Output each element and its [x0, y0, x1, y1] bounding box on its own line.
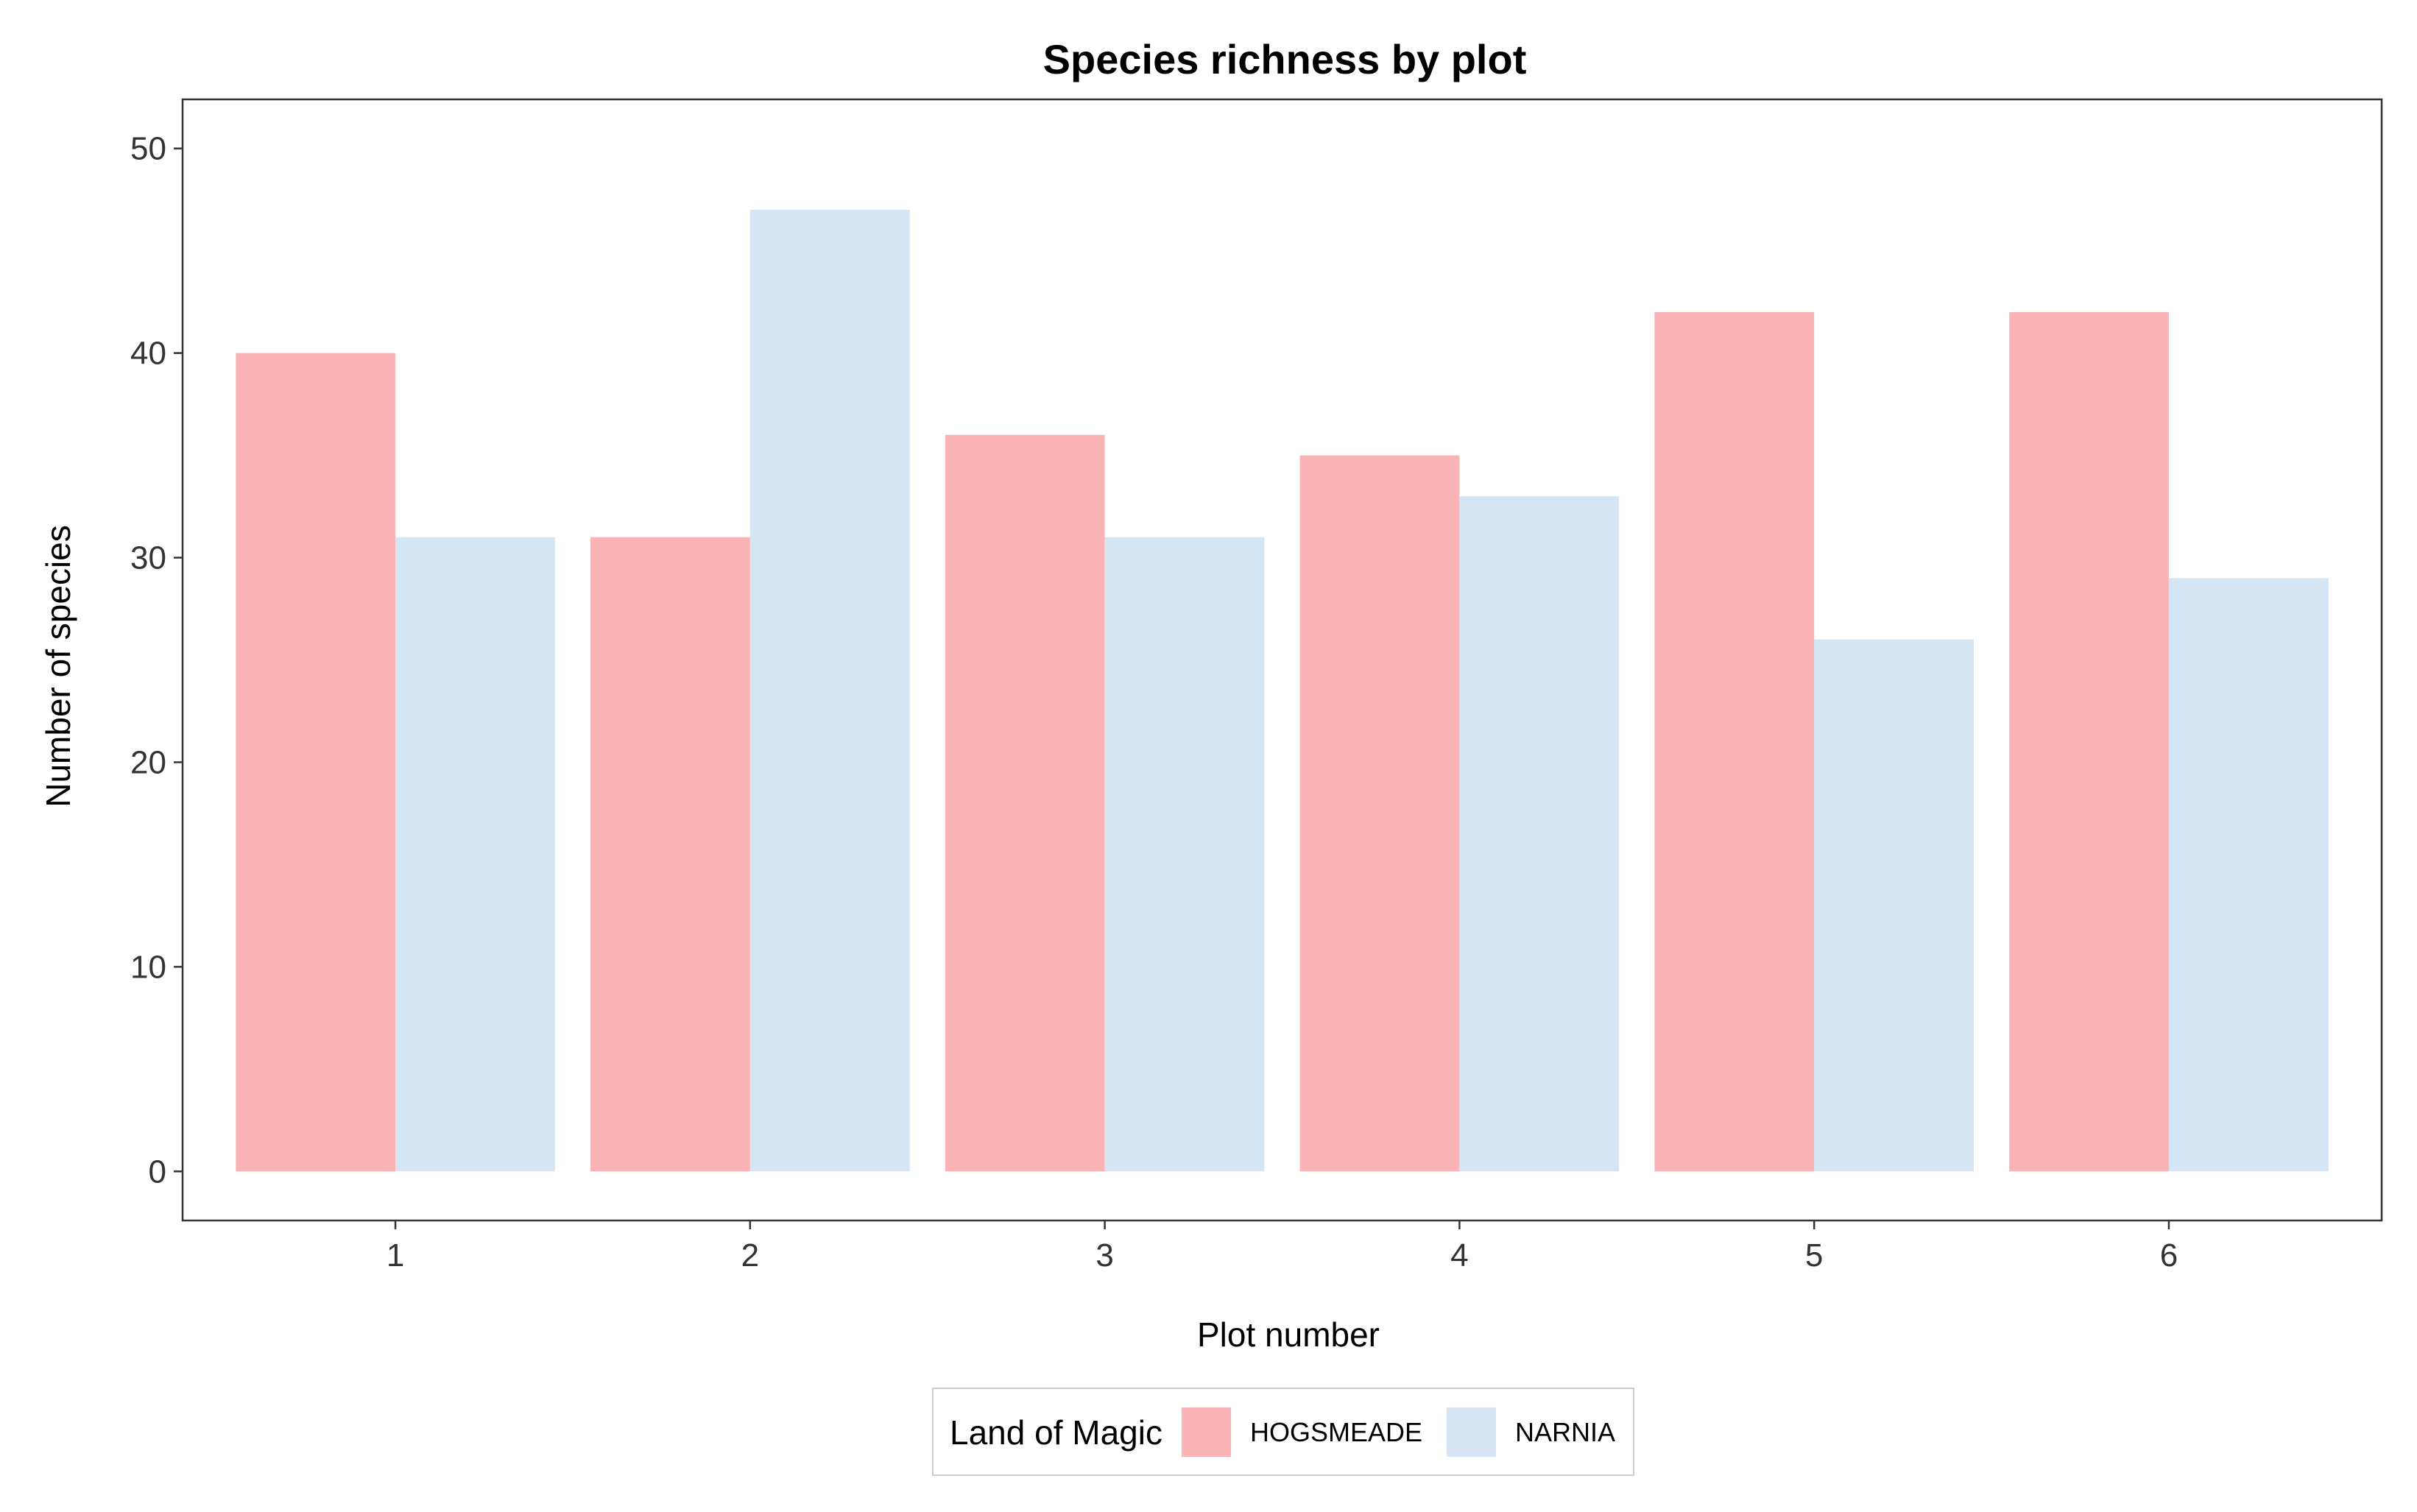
legend-title: Land of Magic: [950, 1413, 1162, 1452]
legend-swatch-hogsmeade: [1182, 1407, 1231, 1457]
bar-hogsmeade-plot-5: [1654, 312, 1815, 1172]
bar-hogsmeade-plot-3: [945, 434, 1105, 1172]
x-tick-label: 4: [1450, 1237, 1468, 1273]
x-tick-label: 5: [1805, 1237, 1823, 1273]
y-axis: 0 10 20 30 40 50: [130, 131, 183, 1190]
bar-hogsmeade-plot-4: [1299, 455, 1460, 1172]
legend-swatch-narnia: [1447, 1407, 1496, 1457]
y-tick-label: 20: [130, 744, 166, 780]
bar-narnia-plot-5: [1814, 639, 1974, 1172]
x-axis: 1 2 3 4 5 6: [387, 1220, 2178, 1273]
x-tick-label: 1: [387, 1237, 404, 1273]
bar-narnia-plot-1: [395, 537, 555, 1172]
bars-layer: [236, 210, 2329, 1172]
x-tick-label: 3: [1095, 1237, 1113, 1273]
x-tick-label: 6: [2160, 1237, 2178, 1273]
bar-narnia-plot-6: [2168, 578, 2329, 1172]
bar-hogsmeade-plot-6: [2009, 312, 2169, 1172]
bar-narnia-plot-2: [749, 210, 910, 1172]
legend-label-hogsmeade: HOGSMEADE: [1250, 1417, 1422, 1447]
y-axis-title: Number of species: [39, 525, 77, 808]
x-tick-label: 2: [741, 1237, 759, 1273]
x-axis-title: Plot number: [1197, 1315, 1380, 1354]
legend: Land of Magic HOGSMEADE NARNIA: [932, 1388, 1634, 1476]
bar-hogsmeade-plot-1: [236, 353, 396, 1172]
bar-narnia-plot-4: [1459, 496, 1620, 1172]
legend-box: [932, 1388, 1634, 1476]
y-tick-label: 50: [130, 131, 166, 167]
plot-panel-border: [181, 98, 2383, 1222]
legend-label-narnia: NARNIA: [1515, 1417, 1615, 1447]
chart-title: Species richness by plot: [1043, 36, 1527, 82]
y-tick-label: 10: [130, 949, 166, 985]
y-tick-label: 0: [149, 1154, 166, 1190]
y-tick-label: 30: [130, 540, 166, 576]
y-tick-label: 40: [130, 336, 166, 372]
bar-hogsmeade-plot-2: [590, 537, 750, 1172]
bar-narnia-plot-3: [1104, 537, 1265, 1172]
